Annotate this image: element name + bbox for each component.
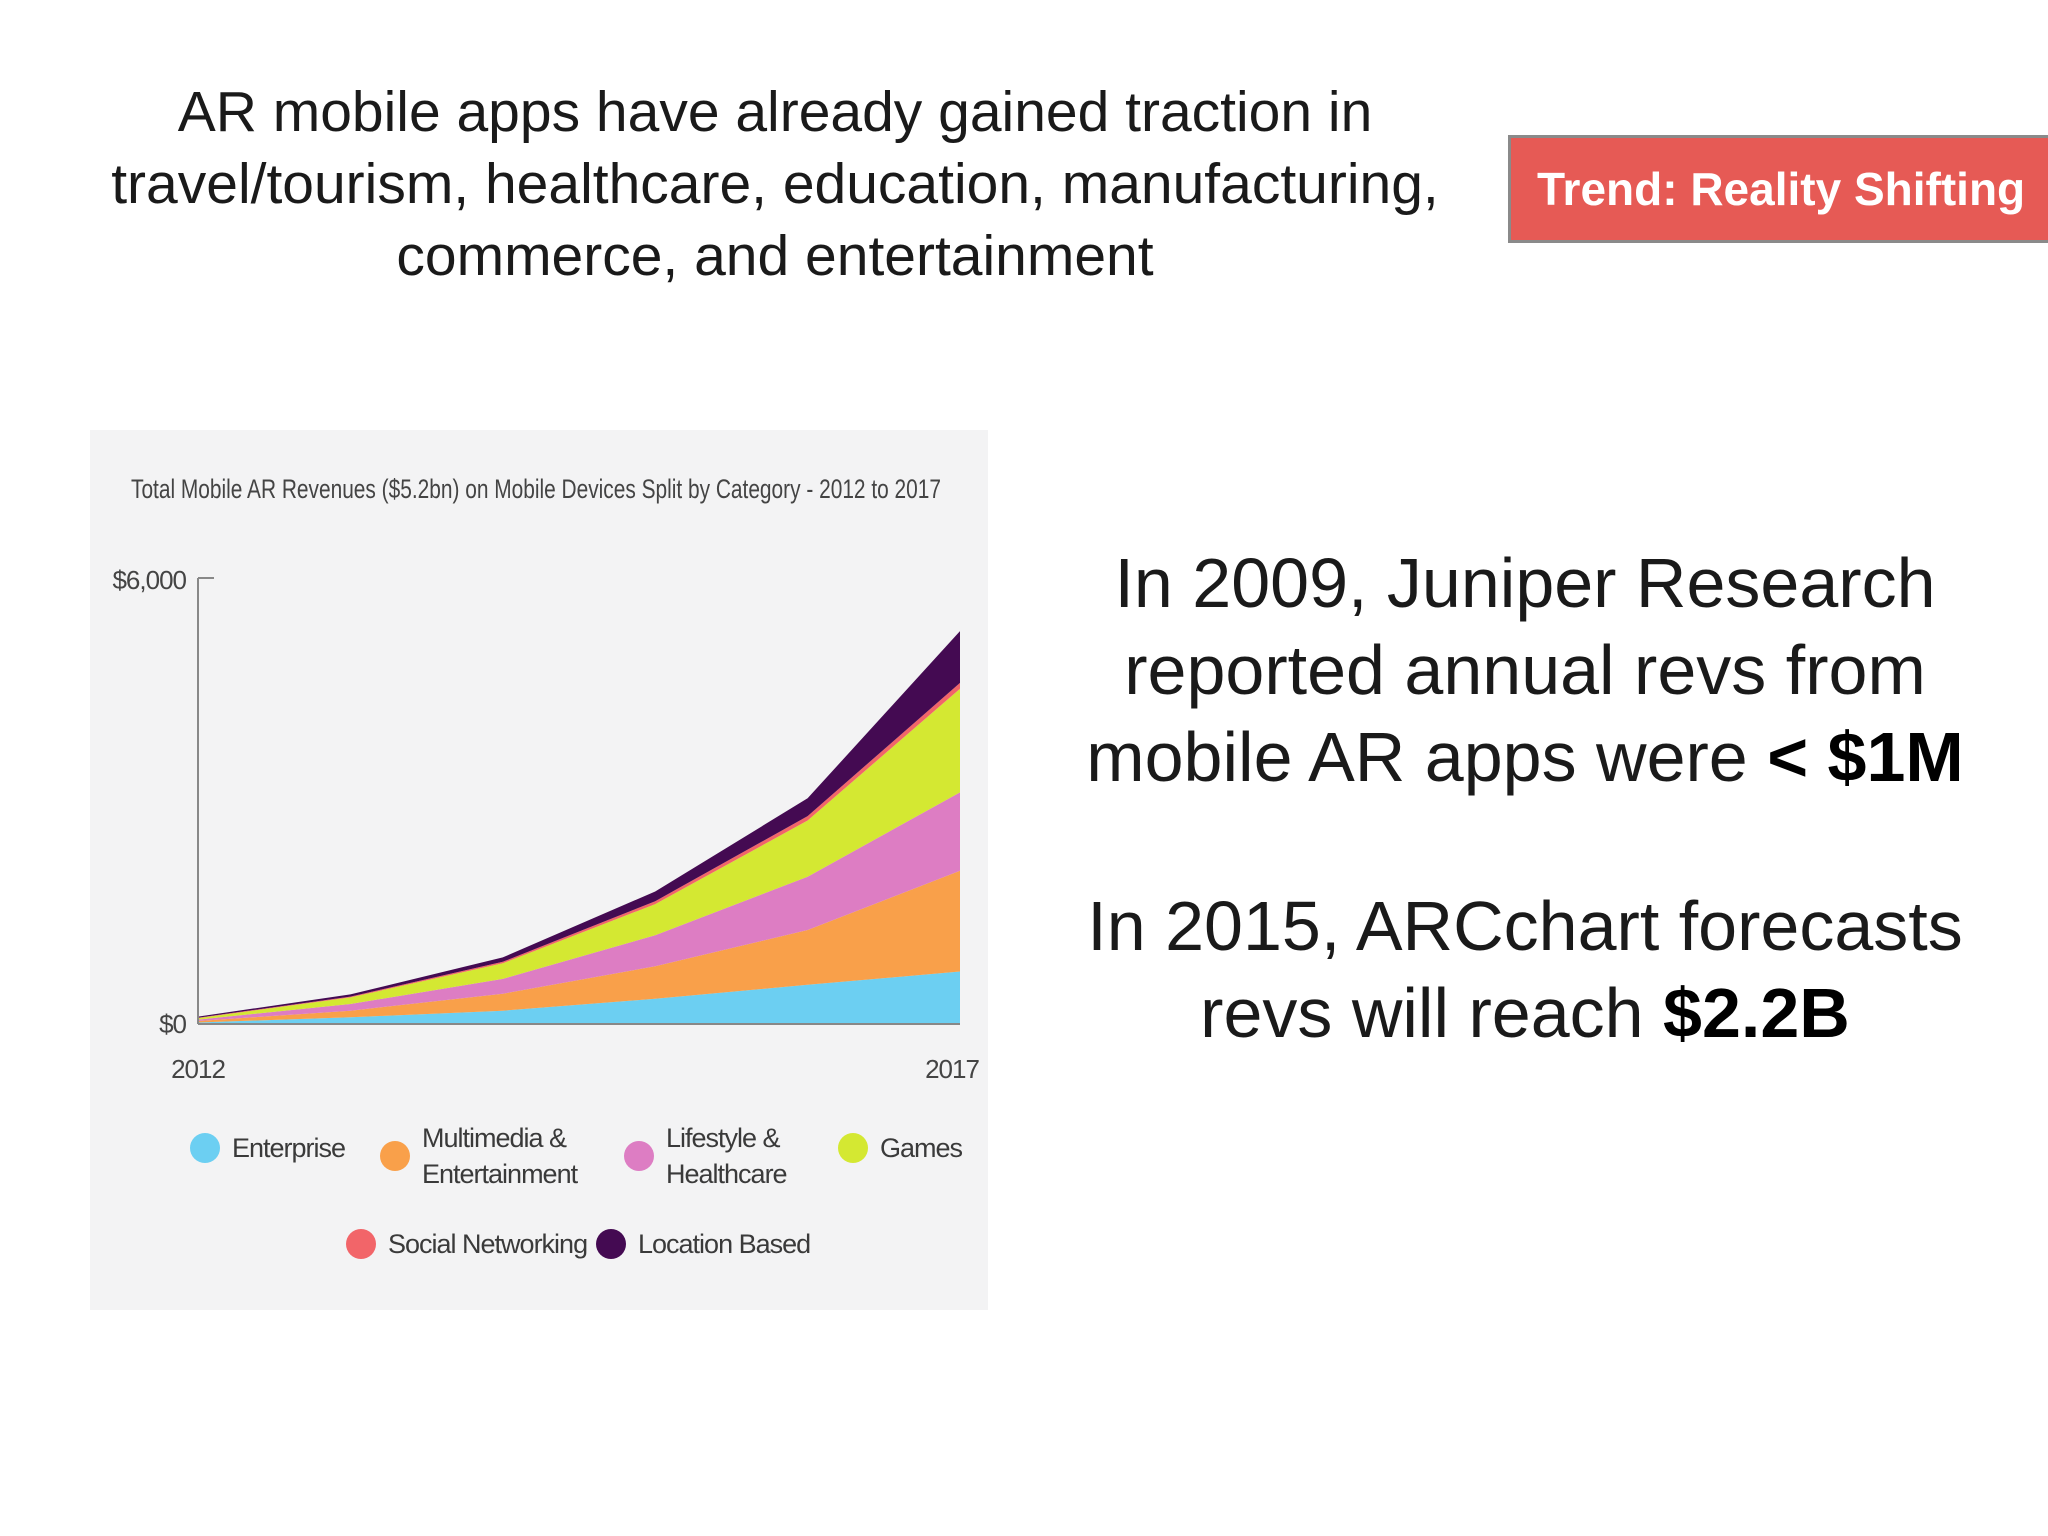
area-series-1 bbox=[198, 971, 960, 1024]
legend-label: Enterprise bbox=[232, 1133, 346, 1163]
legend-item: Multimedia & Entertainment bbox=[380, 1120, 578, 1192]
trend-badge: Trend: Reality Shifting bbox=[1508, 135, 2048, 243]
stats-highlight-value: $2.2B bbox=[1663, 974, 1850, 1052]
stats-text: In 2009, Juniper Research reported annua… bbox=[1040, 540, 2010, 1057]
legend-label: Multimedia & Entertainment bbox=[422, 1123, 578, 1189]
chart-title: Total Mobile AR Revenues ($5.2bn) on Mob… bbox=[131, 474, 941, 504]
legend-label: Games bbox=[880, 1133, 963, 1163]
stats-text-plain: mobile AR apps were bbox=[1086, 718, 1768, 796]
legend-label: Lifestyle & Healthcare bbox=[666, 1123, 788, 1189]
y-tick-label: $6,000 bbox=[112, 565, 186, 595]
chart-areas bbox=[198, 631, 960, 1024]
legend-item: Enterprise bbox=[190, 1130, 346, 1166]
headline-line: travel/tourism, healthcare, education, m… bbox=[111, 152, 1439, 216]
headline-line: AR mobile apps have already gained tract… bbox=[177, 80, 1373, 144]
legend-swatch bbox=[190, 1133, 220, 1163]
stats-line: revs will reach $2.2B bbox=[1040, 970, 2010, 1057]
headline: AR mobile apps have already gained tract… bbox=[40, 76, 1510, 292]
legend-swatch bbox=[380, 1141, 410, 1171]
area-series-3 bbox=[198, 792, 960, 1021]
x-tick-label: 2017 bbox=[925, 1054, 979, 1084]
legend-swatch bbox=[624, 1141, 654, 1171]
chart-panel: Total Mobile AR Revenues ($5.2bn) on Mob… bbox=[90, 430, 988, 1310]
stats-line: In 2015, ARCchart forecasts bbox=[1087, 887, 1963, 965]
legend-swatch bbox=[596, 1229, 626, 1259]
legend-item: Lifestyle & Healthcare bbox=[624, 1120, 788, 1192]
area-series-4 bbox=[198, 688, 960, 1020]
stats-text-plain: revs will reach bbox=[1200, 974, 1664, 1052]
stats-highlight-value: < $1M bbox=[1767, 718, 1964, 796]
area-series-2 bbox=[198, 870, 960, 1023]
legend-item: Social Networking bbox=[346, 1226, 588, 1262]
stats-line: mobile AR apps were < $1M bbox=[1040, 714, 2010, 801]
legend-item: Location Based bbox=[596, 1226, 811, 1262]
y-tick-label: $0 bbox=[159, 1009, 186, 1039]
legend-label: Social Networking bbox=[388, 1229, 588, 1259]
stats-line: reported annual revs from bbox=[1124, 631, 1926, 709]
headline-line: commerce, and entertainment bbox=[396, 224, 1154, 288]
x-tick-label: 2012 bbox=[171, 1054, 225, 1084]
stats-line: In 2009, Juniper Research bbox=[1114, 544, 1936, 622]
legend-swatch bbox=[838, 1133, 868, 1163]
area-chart: Total Mobile AR Revenues ($5.2bn) on Mob… bbox=[112, 474, 980, 1084]
chart-axes: $6,000 $0 2012 2017 bbox=[112, 565, 980, 1084]
legend-label: Location Based bbox=[638, 1229, 811, 1259]
legend-swatch bbox=[346, 1229, 376, 1259]
legend-item: Games bbox=[838, 1130, 963, 1166]
